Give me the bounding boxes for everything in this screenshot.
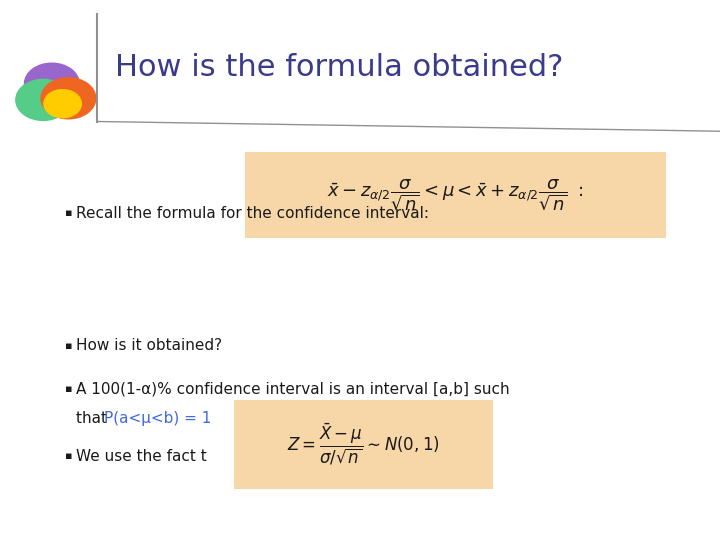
Text: How is the formula obtained?: How is the formula obtained? — [115, 53, 564, 82]
Text: $Z=\dfrac{\bar{X}-\mu}{\sigma/\sqrt{n}}\sim N(0,1)$: $Z=\dfrac{\bar{X}-\mu}{\sigma/\sqrt{n}}\… — [287, 421, 440, 467]
Circle shape — [44, 90, 81, 118]
FancyBboxPatch shape — [245, 152, 666, 238]
Text: We use the fact t: We use the fact t — [76, 449, 207, 464]
Text: $\bar{x}-z_{\alpha/2}\dfrac{\sigma}{\sqrt{n}}<\mu<\bar{x}+z_{\alpha/2}\dfrac{\si: $\bar{x}-z_{\alpha/2}\dfrac{\sigma}{\sqr… — [327, 178, 583, 212]
FancyBboxPatch shape — [234, 400, 493, 489]
Text: P(a<μ<b) = 1: P(a<μ<b) = 1 — [104, 411, 212, 426]
Circle shape — [24, 63, 79, 104]
Circle shape — [16, 79, 71, 120]
Circle shape — [41, 78, 96, 119]
Text: ▪: ▪ — [65, 451, 72, 461]
Text: ▪: ▪ — [65, 384, 72, 394]
Text: ▪: ▪ — [65, 208, 72, 218]
Text: that: that — [76, 411, 112, 426]
Text: Recall the formula for the confidence interval:: Recall the formula for the confidence in… — [76, 206, 428, 221]
Text: How is it obtained?: How is it obtained? — [76, 338, 222, 353]
Text: ▪: ▪ — [65, 341, 72, 350]
Text: A 100(1-α)% confidence interval is an interval [a,b] such: A 100(1-α)% confidence interval is an in… — [76, 381, 509, 396]
